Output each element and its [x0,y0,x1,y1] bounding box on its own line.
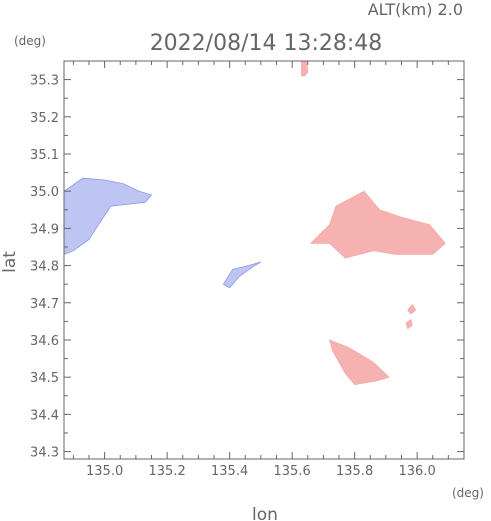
y-axis-unit: (deg) [14,34,46,48]
y-tick-label: 34.4 [30,408,59,423]
axis-ticks: 135.0 135.2 135.4 135.6 135.8 136.0 34.3 34.4 34… [30,60,465,479]
y-tick-label: 34.7 [30,297,59,312]
echo-region-southeast [328,339,390,386]
y-tick-label: 34.9 [30,222,59,237]
y-tick-label: 35.3 [30,74,59,89]
x-tick-label: 135.4 [211,464,248,479]
plot-frame [63,60,465,460]
x-axis-unit: (deg) [452,486,484,500]
x-tick-label: 136.0 [399,464,436,479]
x-tick-label: 135.6 [274,464,311,479]
y-tick-label: 34.8 [30,260,59,275]
y-tick-label: 35.0 [30,185,59,200]
x-tick-label: 135.8 [336,464,373,479]
x-tick-label: 135.2 [149,464,186,479]
echo-region-north [301,61,309,77]
y-axis-label: lat [0,251,20,273]
echo-region-small [407,303,417,315]
chart-title: 2022/08/14 13:28:48 [150,31,383,56]
y-tick-label: 34.6 [30,334,59,349]
echo-region-small-2 [405,318,413,330]
y-tick-label: 34.5 [30,371,59,386]
echo-region-east [309,190,446,259]
x-tick-label: 135.0 [86,464,123,479]
y-tick-label: 35.1 [30,148,59,163]
y-tick-label: 35.2 [30,111,59,126]
echo-region-west [64,177,153,255]
x-axis-label: lon [252,505,278,521]
y-tick-label: 34.3 [30,446,59,461]
altitude-label: ALT(km) 2.0 [368,0,463,19]
echo-region-center [222,261,262,289]
echo-regions [64,61,446,386]
